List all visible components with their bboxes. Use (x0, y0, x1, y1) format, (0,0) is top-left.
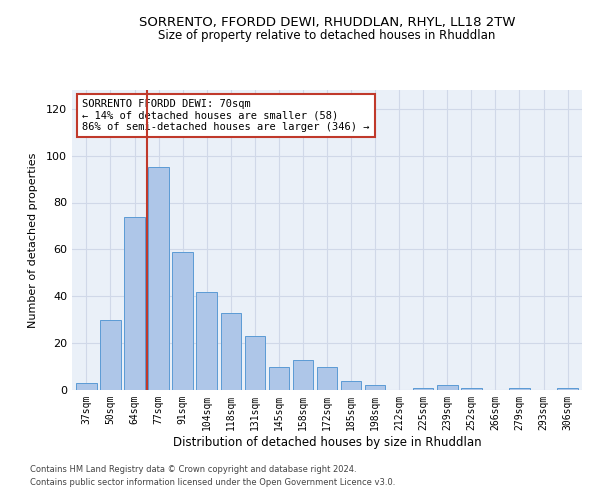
Bar (269, 366, 289, 390)
Text: Contains public sector information licensed under the Open Government Licence v3: Contains public sector information licen… (30, 478, 395, 487)
Text: Size of property relative to detached houses in Rhuddlan: Size of property relative to detached ho… (158, 28, 496, 42)
Text: SORRENTO FFORDD DEWI: 70sqm
← 14% of detached houses are smaller (58)
86% of sem: SORRENTO FFORDD DEWI: 70sqm ← 14% of det… (82, 99, 370, 132)
Bar (557, 388, 578, 390)
Bar (76, 383, 97, 390)
Bar (221, 312, 241, 390)
Bar (413, 388, 433, 390)
Bar (196, 292, 217, 390)
Bar (437, 386, 458, 390)
Bar (293, 360, 313, 390)
Bar (317, 366, 337, 390)
Bar (148, 168, 169, 390)
Bar (100, 320, 121, 390)
Bar (461, 388, 482, 390)
Text: Contains HM Land Registry data © Crown copyright and database right 2024.: Contains HM Land Registry data © Crown c… (30, 466, 356, 474)
Text: SORRENTO, FFORDD DEWI, RHUDDLAN, RHYL, LL18 2TW: SORRENTO, FFORDD DEWI, RHUDDLAN, RHYL, L… (139, 16, 515, 29)
Bar (124, 216, 145, 390)
Bar (341, 380, 361, 390)
Bar (509, 388, 530, 390)
Bar (172, 252, 193, 390)
Y-axis label: Number of detached properties: Number of detached properties (28, 152, 38, 328)
Bar (245, 336, 265, 390)
Text: Distribution of detached houses by size in Rhuddlan: Distribution of detached houses by size … (173, 436, 481, 449)
Bar (365, 386, 385, 390)
